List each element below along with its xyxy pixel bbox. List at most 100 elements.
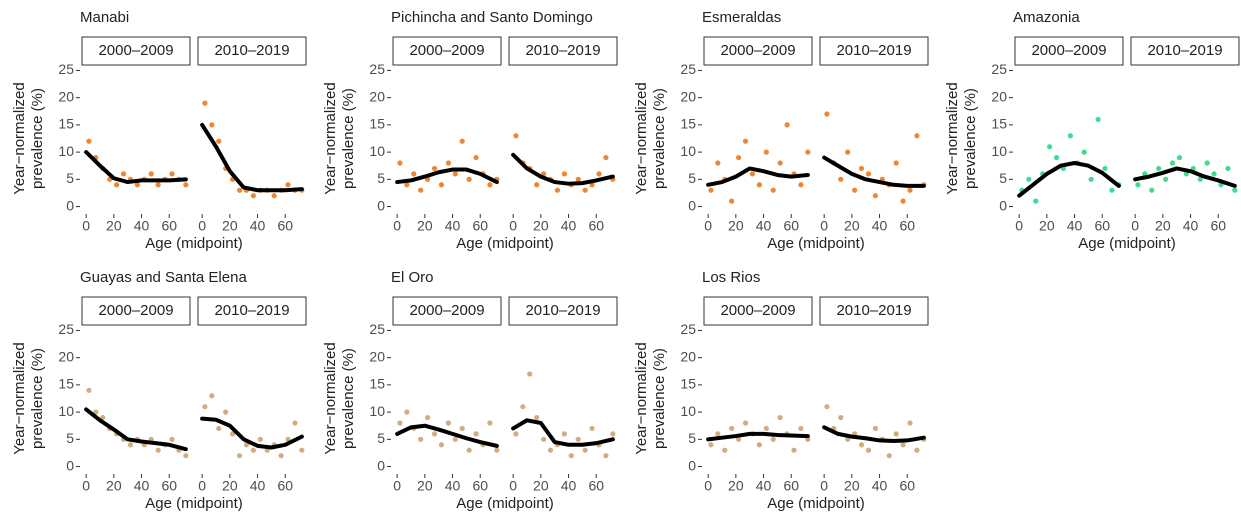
point xyxy=(736,436,742,442)
panel-title: El Oro xyxy=(391,269,434,286)
strip xyxy=(703,36,813,66)
point xyxy=(1088,176,1094,182)
point xyxy=(183,182,189,188)
x-tick-label: 40 xyxy=(561,218,577,234)
x-axis-label: Age (midpoint) xyxy=(767,235,865,252)
x-tick-label: 20 xyxy=(844,218,860,234)
y-axis-label: prevalence (%) xyxy=(962,88,979,189)
smooth-line xyxy=(822,155,926,188)
point xyxy=(858,165,865,172)
y-tick-label: 20 xyxy=(991,88,1007,104)
y-tick-label: 10 xyxy=(369,403,385,419)
point xyxy=(805,149,811,155)
y-tick-label: 5 xyxy=(688,430,696,446)
point xyxy=(805,436,811,442)
smooth-line xyxy=(1017,161,1121,198)
point xyxy=(520,404,526,410)
strip xyxy=(508,296,618,326)
y-tick-label: 25 xyxy=(58,61,74,77)
point xyxy=(285,182,291,188)
strip-label: 2000–2009 xyxy=(1031,42,1106,59)
point xyxy=(1211,171,1217,177)
point xyxy=(791,447,797,453)
strip xyxy=(392,36,502,66)
point xyxy=(1081,149,1087,155)
x-tick-label: 20 xyxy=(728,218,744,234)
y-tick-label: 15 xyxy=(991,116,1007,132)
strip-label: 2010–2019 xyxy=(525,42,600,59)
point xyxy=(568,453,574,459)
point xyxy=(438,182,445,188)
x-tick-label: 20 xyxy=(417,478,433,494)
point xyxy=(798,425,804,432)
strip xyxy=(703,296,813,326)
x-tick-label: 40 xyxy=(1183,218,1199,234)
y-tick-label: 5 xyxy=(999,170,1007,186)
x-tick-label: 40 xyxy=(445,478,461,494)
point xyxy=(1225,165,1231,172)
point xyxy=(603,453,609,459)
x-tick-label: 40 xyxy=(134,218,150,234)
y-tick-label: 20 xyxy=(369,88,385,104)
point xyxy=(907,187,913,193)
strip-label: 2010–2019 xyxy=(214,302,289,319)
y-tick-label: 10 xyxy=(58,403,74,419)
y-tick-label: 25 xyxy=(680,321,696,337)
strip-label: 2010–2019 xyxy=(836,302,911,319)
y-tick-label: 0 xyxy=(377,197,385,213)
smooth-line xyxy=(706,166,810,187)
point xyxy=(824,111,830,117)
point xyxy=(1232,187,1238,193)
point xyxy=(534,414,540,421)
x-axis-label: Age (midpoint) xyxy=(1078,235,1176,252)
point xyxy=(216,425,222,432)
x-tick-label: 60 xyxy=(1210,218,1226,234)
x-tick-label: 0 xyxy=(1131,218,1139,234)
y-tick-label: 0 xyxy=(688,457,696,473)
x-axis-label: Age (midpoint) xyxy=(145,495,243,512)
point xyxy=(708,187,714,193)
point xyxy=(858,442,865,448)
x-tick-label: 60 xyxy=(588,218,604,234)
point xyxy=(513,431,519,437)
point xyxy=(169,171,175,177)
point xyxy=(445,420,451,426)
point xyxy=(561,171,567,177)
smooth-line xyxy=(395,423,499,448)
smooth-line xyxy=(84,150,188,185)
panel-title: Esmeraldas xyxy=(702,9,781,26)
point xyxy=(907,420,913,426)
point xyxy=(209,393,215,399)
x-tick-label: 20 xyxy=(533,478,549,494)
smooth-line xyxy=(200,122,304,193)
point xyxy=(487,182,493,188)
strip-label: 2000–2009 xyxy=(409,302,484,319)
x-tick-label: 40 xyxy=(250,218,266,234)
point xyxy=(445,160,451,166)
x-tick-label: 60 xyxy=(1094,218,1110,234)
x-tick-label: 20 xyxy=(1155,218,1171,234)
x-tick-label: 40 xyxy=(872,218,888,234)
point xyxy=(148,171,154,177)
y-tick-label: 5 xyxy=(377,430,385,446)
point xyxy=(534,182,540,188)
x-tick-label: 60 xyxy=(588,478,604,494)
point xyxy=(763,149,769,155)
point xyxy=(749,171,756,177)
point xyxy=(466,447,472,453)
point xyxy=(134,182,140,188)
point xyxy=(865,171,872,177)
strip xyxy=(81,36,191,66)
point xyxy=(243,442,250,448)
strip-label: 2000–2009 xyxy=(98,42,173,59)
strip-label: 2000–2009 xyxy=(409,42,484,59)
y-tick-label: 10 xyxy=(680,403,696,419)
panel-title: Los Rios xyxy=(702,269,760,286)
point xyxy=(202,100,208,106)
strip xyxy=(392,296,502,326)
strip-label: 2000–2009 xyxy=(720,42,795,59)
point xyxy=(1163,176,1169,182)
x-tick-label: 0 xyxy=(198,218,206,234)
strip xyxy=(81,296,191,326)
point xyxy=(271,193,277,199)
